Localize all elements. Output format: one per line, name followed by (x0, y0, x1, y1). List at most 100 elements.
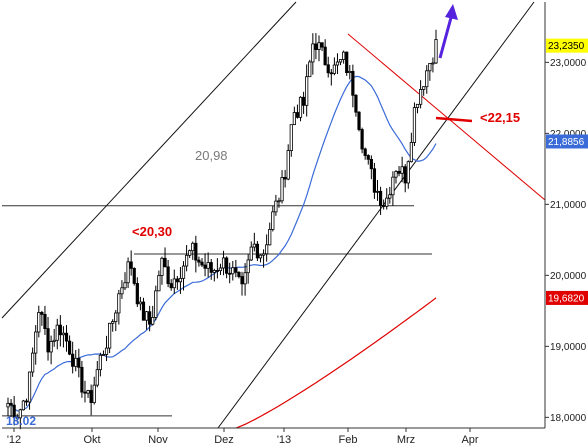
candle-body (434, 39, 438, 64)
candle-body (166, 266, 170, 284)
candle-body (101, 354, 106, 356)
candle-body (406, 161, 410, 184)
candle-body (311, 43, 315, 63)
candle-body (261, 253, 266, 256)
candle-body (181, 265, 186, 279)
candle-body (397, 171, 401, 174)
candle-body (240, 276, 244, 285)
candle-body (108, 322, 112, 349)
candle-body (74, 357, 78, 367)
candle-body (151, 317, 155, 325)
candle-body (197, 259, 201, 263)
candle-body (403, 166, 407, 184)
candle-body (252, 243, 256, 248)
candle-body (218, 267, 223, 272)
candle-body (314, 43, 318, 50)
candle-body (422, 86, 426, 90)
candle-body (126, 261, 130, 284)
candle-body (188, 250, 192, 256)
candle-body (326, 64, 330, 74)
candle-body (295, 112, 300, 118)
candle-body (31, 352, 35, 373)
annotation-18-02: 18.02 (6, 414, 36, 428)
annotation-20-98: 20,98 (195, 148, 228, 163)
candle-body (221, 257, 226, 269)
candle-body (21, 400, 25, 411)
candle-body (308, 61, 312, 78)
y-tick-label: 23,0000 (550, 58, 587, 69)
x-tick-label: Nov (148, 434, 168, 446)
candle-body (55, 324, 59, 341)
up-arrow-shaft (438, 13, 454, 59)
candle-body (323, 46, 327, 66)
candle-body (301, 96, 306, 106)
candle-body (366, 155, 370, 160)
candle-body (388, 194, 392, 199)
y-tick-label: 19,0000 (550, 342, 587, 353)
channel-upper-line (1, 1, 297, 319)
candle-body (385, 197, 389, 207)
candle-body (194, 242, 198, 261)
candle-body (231, 267, 235, 275)
candle-body (114, 312, 118, 322)
candle-body (67, 340, 72, 355)
candle-body (138, 301, 143, 305)
candle-body (345, 51, 349, 73)
x-tick-label: '13 (277, 434, 291, 446)
candle-body (425, 70, 429, 88)
candle-body (98, 354, 102, 371)
candle-body (249, 246, 253, 261)
candle-body (9, 402, 13, 406)
x-tick-label: Mrz (397, 434, 415, 446)
candle-body (354, 94, 358, 113)
price-tag-label: 19,6820 (548, 293, 585, 304)
candle-body (335, 61, 340, 66)
candle-body (89, 390, 93, 403)
candle-body (225, 257, 229, 274)
candle-body (363, 148, 367, 156)
candle-body (80, 366, 84, 393)
candle-body (298, 96, 303, 118)
candle-body (360, 129, 364, 150)
up-arrow-head (445, 4, 458, 20)
candle-body (141, 301, 146, 321)
candle-body (378, 190, 383, 206)
candle-body (332, 64, 336, 74)
y-tick-label: 21,0000 (550, 200, 587, 211)
candle-body (348, 70, 352, 73)
candle-body (83, 391, 87, 394)
resistance-line (347, 33, 546, 201)
candle-body (329, 72, 333, 75)
x-tick-label: Dez (214, 434, 234, 446)
candle-body (351, 70, 355, 96)
candle-body (34, 331, 38, 354)
candle-body (144, 311, 149, 321)
candle-body (64, 332, 69, 342)
candle-body (258, 254, 263, 259)
candle-body (431, 62, 435, 65)
candle-body (375, 190, 380, 193)
candle-body (412, 107, 417, 143)
candle-body (184, 254, 189, 267)
y-tick-label: 20,0000 (550, 271, 587, 282)
candle-body (274, 200, 278, 213)
price-tag-label: 21,8856 (548, 137, 585, 148)
candle-body (18, 409, 22, 419)
candle-body (212, 270, 216, 273)
candle-body (209, 262, 213, 273)
candle-body (382, 205, 386, 207)
price-tag-box (546, 290, 588, 305)
candle-body (172, 278, 176, 289)
candle-body (228, 272, 232, 275)
annotation-20-30: <20,30 (132, 224, 172, 239)
price-tag-box (546, 38, 588, 53)
candle-body (61, 332, 66, 336)
candle-body (265, 244, 269, 255)
candle-body (27, 371, 32, 403)
y-tick-label: 18,0000 (550, 413, 587, 424)
candle-body (135, 283, 139, 305)
candle-body (203, 264, 207, 269)
candle-body (6, 402, 10, 408)
candle-body (178, 277, 183, 283)
candle-body (428, 63, 432, 72)
